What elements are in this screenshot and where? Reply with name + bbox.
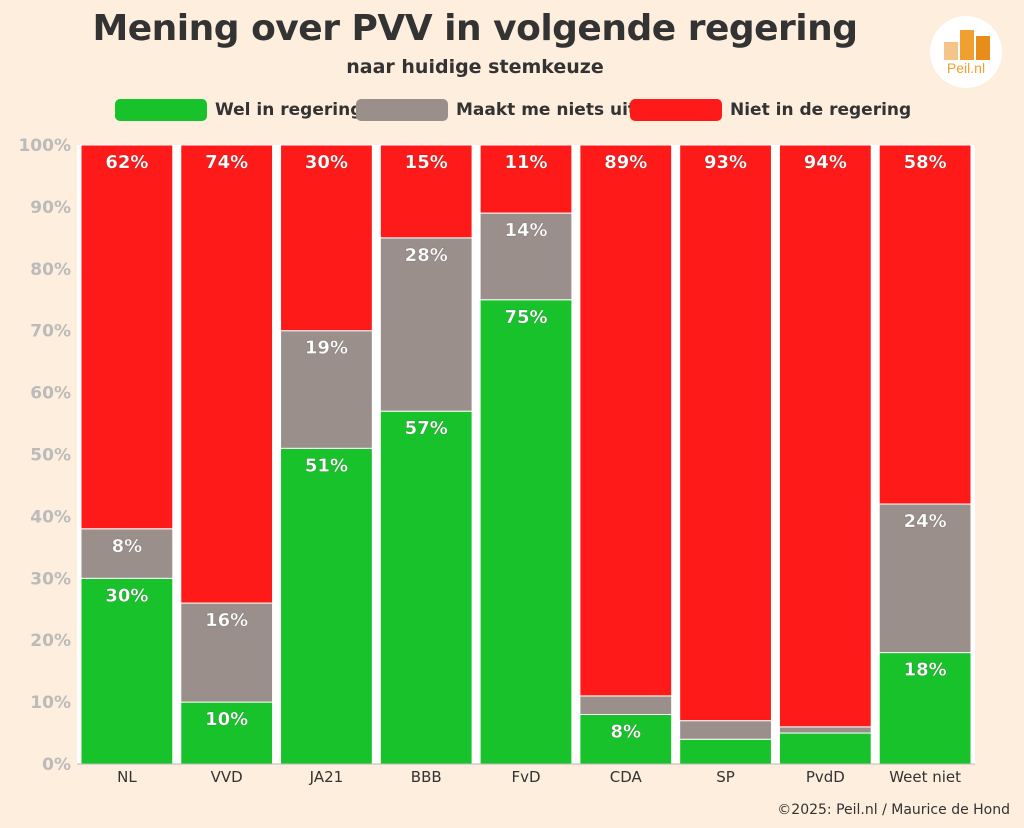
bar-segment (280, 330, 373, 449)
data-label: 89% (604, 152, 647, 173)
x-tick-label: BBB (411, 768, 442, 786)
data-label: 94% (804, 152, 847, 173)
bar-segment (878, 652, 972, 765)
data-label: 28% (405, 245, 448, 266)
legend-item-niet: Niet in de regering (630, 97, 911, 123)
data-label: 75% (504, 307, 547, 328)
bar-segment (80, 528, 174, 579)
bar-segment (180, 701, 274, 765)
data-label: 30% (305, 152, 348, 173)
bar-segment (579, 695, 673, 715)
legend-item-wel: Wel in regering (115, 97, 362, 123)
x-tick-label: FvD (511, 768, 540, 786)
x-tick-label: VVD (211, 768, 243, 786)
y-tick-label: 40% (30, 507, 71, 527)
y-tick-label: 30% (30, 569, 71, 589)
chart-title: Mening over PVV in volgende regering (92, 8, 858, 49)
data-label: 51% (305, 455, 348, 476)
data-label: 15% (405, 152, 448, 173)
y-tick-label: 60% (30, 384, 71, 404)
y-tick-label: 70% (30, 322, 71, 342)
data-label: 10% (205, 709, 248, 730)
bar-segment (679, 738, 772, 765)
data-label: 57% (405, 418, 448, 439)
bar-segment (878, 503, 972, 654)
bar-segment (579, 144, 673, 697)
bar-segment (479, 212, 573, 301)
data-label: 8% (610, 721, 641, 742)
data-label: 24% (904, 511, 947, 532)
legend-label-neutraal: Maakt me niets uit (456, 100, 637, 120)
bar-segment (180, 602, 274, 703)
data-label: 30% (105, 585, 148, 606)
x-tick-label: CDA (610, 768, 643, 786)
y-tick-label: 10% (30, 693, 71, 713)
y-tick-label: 20% (30, 631, 71, 651)
y-tick-label: 0% (42, 755, 71, 775)
legend-item-neutraal: Maakt me niets uit (356, 97, 636, 123)
x-tick-label: SP (716, 768, 735, 786)
logo-text: Peil.nl (946, 60, 986, 76)
legend-label-wel: Wel in regering (215, 100, 363, 120)
x-tick-label: NL (117, 768, 137, 786)
bar-segment (80, 144, 174, 530)
data-label: 62% (105, 152, 148, 173)
legend-swatch-niet (630, 99, 722, 121)
bar-segment (80, 577, 174, 765)
data-label: 11% (504, 152, 547, 173)
bar-segment (379, 237, 473, 412)
bar-segment (679, 144, 772, 722)
data-label: 8% (112, 536, 143, 557)
stacked-bar-chart: 0% 10% 20% 30% 40% 50% 60% 70% 80% 90% 100% 30% 8% 62… (18, 136, 975, 786)
bar-segment (778, 732, 872, 765)
bar-segment (679, 720, 772, 740)
y-tick-label: 80% (30, 260, 71, 280)
y-tick-label: 50% (30, 446, 71, 466)
y-tick-label: 100% (18, 136, 71, 156)
x-tick-label: Weet niet (889, 768, 961, 786)
bar-segment (280, 144, 373, 332)
bar-segment (878, 144, 972, 505)
data-label: 58% (904, 152, 947, 173)
legend-label-niet: Niet in de regering (730, 100, 912, 120)
peil-logo: Peil.nl (930, 16, 1002, 88)
bar-segment (778, 726, 872, 734)
legend: Wel in regering Maakt me niets uit Niet … (0, 97, 1024, 123)
bar-segment (479, 299, 573, 765)
data-label: 16% (205, 610, 248, 631)
data-label: 14% (504, 220, 547, 241)
legend-swatch-wel (115, 99, 207, 121)
x-tick-label: JA21 (309, 768, 344, 786)
data-label: 74% (205, 152, 248, 173)
legend-swatch-neutraal (356, 99, 448, 121)
data-label: 19% (305, 338, 348, 359)
copyright-footer: ©2025: Peil.nl / Maurice de Hond (777, 802, 1010, 818)
bar-chart-icon (944, 30, 990, 60)
chart-subtitle: naar huidige stemkeuze (346, 56, 604, 78)
bar-segment (280, 447, 373, 765)
bar-segment (180, 144, 274, 604)
y-tick-label: 90% (30, 198, 71, 218)
data-label: 93% (704, 152, 747, 173)
bar-segment (379, 410, 473, 765)
bar-segment (778, 144, 872, 728)
bar-segment (379, 144, 473, 239)
data-label: 18% (904, 660, 947, 681)
bar-segment (479, 144, 573, 214)
x-tick-label: PvdD (806, 768, 845, 786)
